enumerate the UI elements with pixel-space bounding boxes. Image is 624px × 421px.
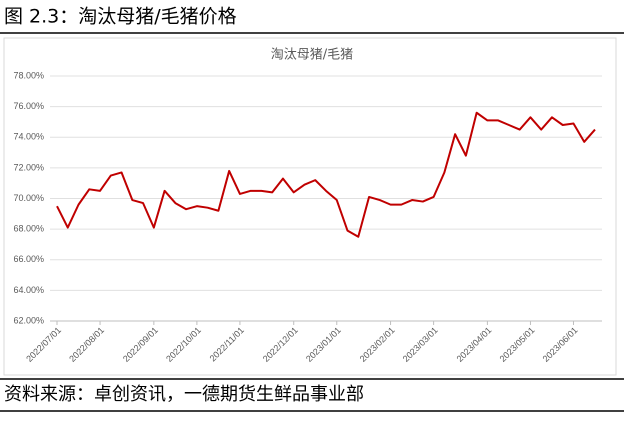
x-tick-label: 2022/11/01 [208,325,246,363]
x-tick-label: 2023/05/01 [498,325,537,364]
chart-frame [3,37,617,376]
x-tick-label: 2022/12/01 [261,325,300,364]
x-tick-label: 2023/06/01 [541,325,580,364]
line-series [56,111,596,238]
y-tick-label: 74.00% [13,132,44,142]
x-tick-label: 2022/08/01 [67,325,106,364]
y-tick-label: 68.00% [13,224,44,234]
chart-title: 淘汰母猪/毛猪 [271,48,353,63]
y-tick-label: 76.00% [13,101,44,111]
x-tick-label: 2023/02/01 [358,325,397,364]
caption: 图 2.3：淘汰母猪/毛猪价格 [4,6,237,28]
x-tick-label: 2023/03/01 [401,325,440,364]
x-tick-label: 2022/09/01 [121,325,160,364]
source: 资料来源：卓创资讯，一德期货生鲜品事业部 [4,384,364,405]
x-tick-label: 2022/07/01 [24,325,63,364]
x-tick-label: 2023/01/01 [304,325,343,364]
y-tick-label: 78.00% [13,70,44,80]
y-tick-label: 64.00% [13,285,44,295]
y-tick-label: 66.00% [13,254,44,264]
x-tick-label: 2023/04/01 [455,325,494,364]
y-tick-label: 70.00% [13,193,44,203]
y-tick-label: 62.00% [13,315,44,325]
x-tick-label: 2022/10/01 [164,325,203,364]
y-tick-label: 72.00% [13,162,44,172]
